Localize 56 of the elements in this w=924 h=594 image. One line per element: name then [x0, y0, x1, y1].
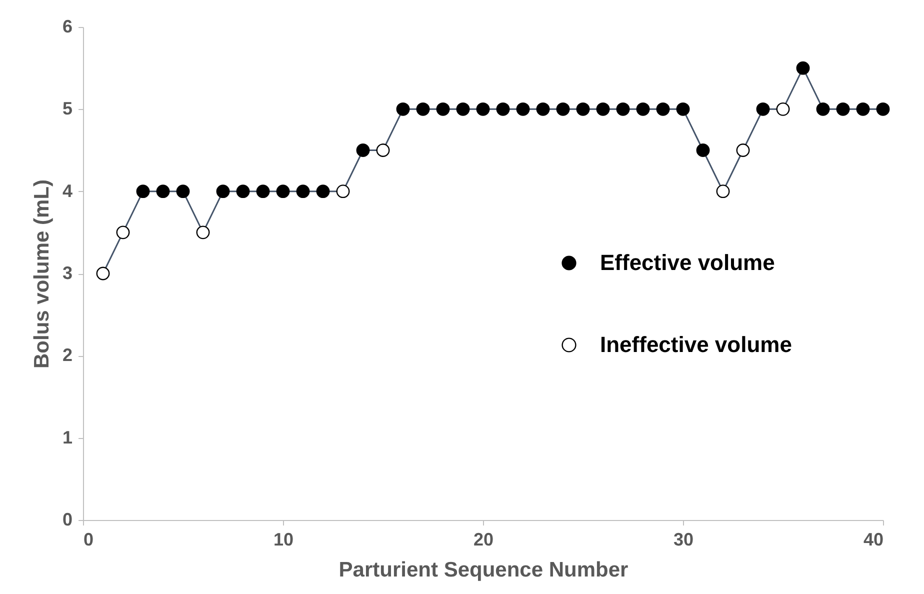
y-tick-label: 6	[62, 16, 72, 36]
y-axis-title: Bolus volume (mL)	[30, 179, 54, 369]
point	[636, 102, 650, 116]
point	[416, 102, 430, 116]
point	[436, 102, 450, 116]
point	[556, 102, 570, 116]
point	[616, 102, 630, 116]
y-tick-label: 3	[62, 263, 72, 283]
point	[736, 144, 750, 157]
point	[496, 102, 510, 116]
point	[596, 102, 610, 116]
y-tick-label: 5	[62, 98, 72, 119]
legend-label: Effective volume	[600, 250, 775, 275]
point	[176, 184, 190, 198]
point	[816, 102, 830, 116]
point	[356, 144, 370, 157]
point	[776, 102, 790, 116]
point	[796, 61, 810, 75]
point	[316, 184, 330, 198]
y-tick-label: 1	[62, 427, 72, 448]
point	[876, 102, 890, 116]
legend-label: Ineffective volume	[600, 332, 792, 357]
point	[476, 102, 490, 116]
point	[376, 144, 390, 157]
y-tick-label: 2	[62, 345, 72, 366]
x-tick-label: 10	[273, 530, 294, 550]
point	[516, 102, 530, 116]
point	[156, 184, 170, 198]
x-tick-label: 30	[673, 530, 694, 550]
point	[676, 102, 690, 116]
point	[856, 102, 870, 116]
point	[136, 184, 150, 198]
x-axis-title: Parturient Sequence Number	[338, 558, 628, 582]
point	[696, 144, 710, 157]
x-tick-label: 0	[84, 530, 94, 550]
y-tick-label: 4	[62, 180, 72, 201]
x-tick-label: 20	[473, 530, 494, 550]
point	[716, 184, 730, 198]
point	[216, 184, 230, 198]
point	[296, 184, 310, 198]
point	[836, 102, 850, 116]
point	[576, 102, 590, 116]
point	[96, 266, 110, 280]
x-tick-label: 40	[863, 530, 884, 550]
point	[756, 102, 770, 116]
point	[196, 226, 210, 240]
point	[256, 184, 270, 198]
y-tick-label: 0	[62, 510, 72, 530]
point	[336, 184, 350, 198]
point	[536, 102, 550, 116]
point	[656, 102, 670, 116]
point	[456, 102, 470, 116]
point	[396, 102, 410, 116]
point	[276, 184, 290, 198]
point	[116, 226, 130, 240]
point	[236, 184, 250, 198]
